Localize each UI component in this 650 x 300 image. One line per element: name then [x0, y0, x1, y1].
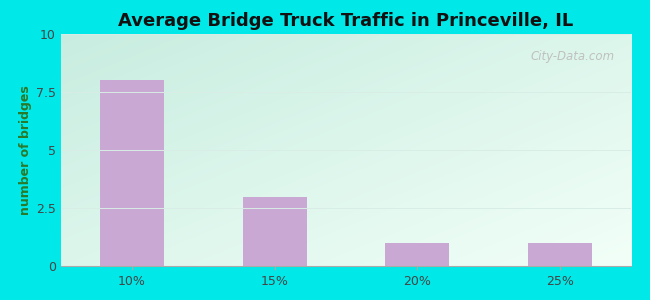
Text: City-Data.com: City-Data.com — [530, 50, 614, 63]
Bar — [385, 243, 450, 266]
Title: Average Bridge Truck Traffic in Princeville, IL: Average Bridge Truck Traffic in Princevi… — [118, 12, 574, 30]
Bar — [100, 80, 164, 266]
Bar — [242, 197, 307, 266]
Bar — [528, 243, 592, 266]
Y-axis label: number of bridges: number of bridges — [19, 85, 32, 215]
